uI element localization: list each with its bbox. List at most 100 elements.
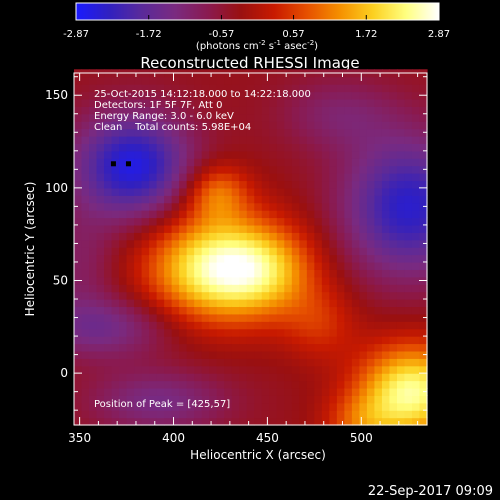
heatmap-cell (171, 380, 180, 389)
heatmap-cell (366, 239, 376, 248)
heatmap-cell (104, 91, 113, 100)
heatmap-cell (404, 113, 413, 122)
heatmap-cell (336, 417, 345, 426)
heatmap-cell (194, 128, 203, 137)
heatmap-cell (104, 128, 113, 137)
heatmap-cell (209, 121, 218, 130)
heatmap-cell (171, 387, 180, 396)
heatmap-cell (74, 358, 83, 367)
heatmap-cell (381, 210, 391, 219)
heatmap-cell (96, 291, 105, 300)
heatmap-cell (81, 135, 90, 144)
heatmap-cell (291, 173, 300, 182)
heatmap-cell (359, 150, 368, 159)
heatmap-cell (254, 84, 263, 93)
heatmap-cell (411, 165, 421, 174)
heatmap-cell (134, 173, 143, 182)
heatmap-cell (141, 195, 150, 204)
heatmap-cell (299, 417, 308, 426)
heatmap-cell (209, 261, 218, 270)
heatmap-cell (74, 284, 83, 293)
heatmap-cell (246, 343, 255, 352)
heatmap-cell (381, 113, 391, 122)
heatmap-cell (149, 202, 158, 211)
heatmap-cell (344, 343, 353, 352)
heatmap-cell (396, 195, 406, 204)
heatmap-cell (366, 343, 376, 352)
heatmap-cell (381, 247, 391, 256)
heatmap-cell (366, 91, 376, 100)
heatmap-cell (201, 299, 210, 308)
heatmap-cell (291, 336, 300, 345)
heatmap-cell (164, 202, 173, 211)
heatmap-cell (404, 350, 413, 359)
heatmap-cell (291, 195, 300, 204)
heatmap-cell (411, 387, 421, 396)
heatmap-cell (81, 232, 90, 241)
heatmap-cell (246, 135, 255, 144)
heatmap-cell (306, 98, 315, 107)
heatmap-cell (231, 291, 240, 300)
heatmap-cell (404, 365, 413, 374)
heatmap-cell (404, 106, 413, 115)
heatmap-cell (74, 343, 83, 352)
heatmap-cell (231, 380, 240, 389)
heatmap-cell (276, 380, 285, 389)
heatmap-cell (321, 106, 330, 115)
heatmap-cell (254, 173, 263, 182)
heatmap-cell (74, 173, 83, 182)
heatmap-cell (389, 195, 398, 204)
heatmap-cell (381, 165, 391, 174)
heatmap-cell (404, 143, 413, 152)
heatmap-cell (111, 247, 120, 256)
heatmap-cell (171, 210, 180, 219)
heatmap-cell (291, 261, 300, 270)
heatmap-cell (224, 121, 233, 130)
heatmap-cell (171, 173, 180, 182)
heatmap-cell (119, 165, 128, 174)
heatmap-cell (134, 254, 143, 263)
heatmap-cell (224, 202, 233, 211)
heatmap-cell (134, 299, 143, 308)
heatmap-cell (186, 150, 195, 159)
heatmap-cell (276, 202, 285, 211)
heatmap-cell (359, 299, 368, 308)
heatmap-cell (389, 261, 398, 270)
heatmap-cell (126, 121, 135, 130)
heatmap-cell (276, 306, 285, 315)
heatmap-cell (411, 343, 421, 352)
heatmap-cell (381, 276, 391, 285)
heatmap-cell (134, 313, 143, 322)
heatmap-cell (231, 358, 240, 367)
heatmap-cell (374, 232, 383, 241)
heatmap-cell (314, 350, 323, 359)
heatmap-cell (374, 306, 383, 315)
heatmap-cell (156, 276, 165, 285)
heatmap-cell (269, 380, 278, 389)
heatmap-cell (149, 336, 158, 345)
heatmap-cell (314, 239, 323, 248)
heatmap-cell (194, 76, 203, 85)
heatmap-cell (254, 313, 263, 322)
heatmap-cell (81, 291, 90, 300)
heatmap-cell (389, 365, 398, 374)
heatmap-cell (186, 187, 195, 196)
heatmap-cell (194, 269, 203, 278)
heatmap-cell (216, 276, 225, 285)
heatmap-cell (104, 328, 113, 337)
heatmap-cell (216, 195, 225, 204)
heatmap-cell (321, 224, 330, 233)
heatmap-cell (224, 417, 233, 426)
heatmap-cell (134, 395, 143, 404)
heatmap-cell (419, 402, 428, 411)
heatmap-cell (179, 365, 188, 374)
heatmap-cell (239, 121, 248, 130)
heatmap-cell (411, 350, 421, 359)
heatmap-cell (291, 269, 300, 278)
heatmap-cell (404, 358, 413, 367)
heatmap-cell (269, 313, 278, 322)
heatmap-cell (194, 150, 203, 159)
heatmap-cell (231, 224, 240, 233)
heatmap-cell (291, 91, 300, 100)
heatmap-cell (156, 91, 165, 100)
